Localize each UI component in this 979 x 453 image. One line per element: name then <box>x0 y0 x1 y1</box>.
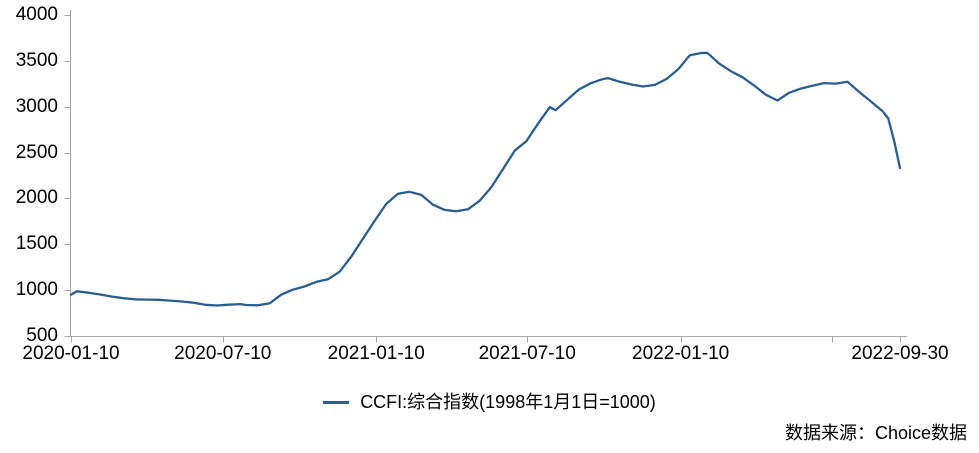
x-axis-label: 2021-07-10 <box>478 343 576 364</box>
y-axis-label: 2500 <box>15 141 58 163</box>
x-axis-label: 2020-07-10 <box>174 343 272 364</box>
series-line-ccfi <box>69 51 902 307</box>
legend: CCFI:综合指数(1998年1月1日=1000) <box>0 391 979 413</box>
x-axis-label: 2022-01-10 <box>632 343 730 364</box>
data-source-note: 数据来源：Choice数据 <box>784 423 967 443</box>
y-axis-label: 3000 <box>15 95 58 117</box>
y-axis-label: 500 <box>26 325 58 346</box>
x-axis-label: 2022-09-30 <box>851 343 949 364</box>
y-axis-label: 3500 <box>15 49 58 71</box>
y-axis-label: 4000 <box>15 4 58 25</box>
x-axis-label: 2020-01-10 <box>22 343 120 364</box>
y-axis-label: 1500 <box>15 233 58 255</box>
y-axis-label: 2000 <box>15 187 58 209</box>
y-axis-label: 1000 <box>15 279 58 301</box>
x-axis-label: 2021-01-10 <box>327 343 425 364</box>
legend-line-marker-icon <box>323 400 350 404</box>
legend-label: CCFI:综合指数(1998年1月1日=1000) <box>360 392 656 412</box>
